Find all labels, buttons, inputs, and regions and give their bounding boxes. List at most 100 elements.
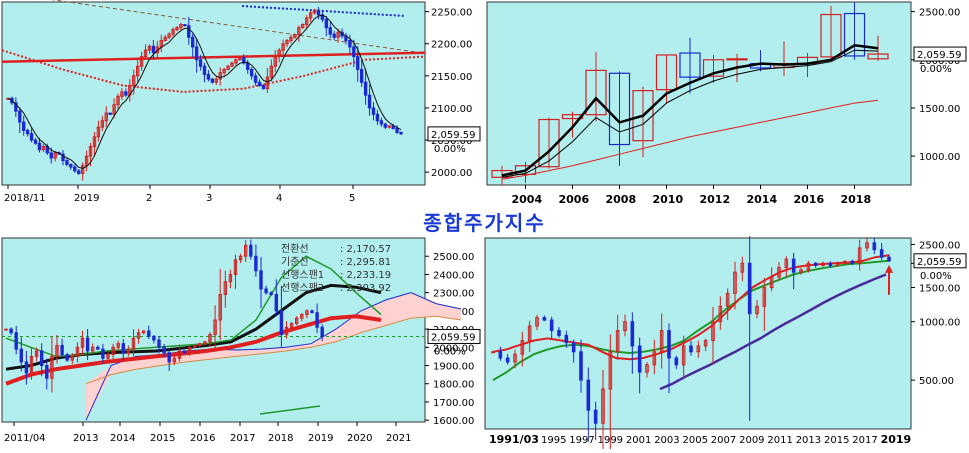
candle xyxy=(60,344,64,356)
x-tick-label: 2016 xyxy=(190,433,215,444)
candle xyxy=(336,31,340,38)
candle xyxy=(295,317,299,325)
up-arrow-head-icon xyxy=(885,264,893,273)
x-tick-label: 2014 xyxy=(110,433,135,444)
candle xyxy=(100,120,105,128)
x-tick-label: 2006 xyxy=(559,193,590,206)
x-tick-label: 1995 xyxy=(541,435,566,446)
candle xyxy=(143,49,148,58)
candle xyxy=(33,139,38,144)
candle xyxy=(711,321,715,342)
candle xyxy=(136,332,141,339)
x-tick-label: 2015 xyxy=(150,433,175,444)
candle xyxy=(167,33,171,38)
y-tick-label: 1500.00 xyxy=(919,284,960,295)
candle xyxy=(210,78,215,83)
candle xyxy=(367,94,372,109)
candle xyxy=(53,152,57,159)
candle xyxy=(242,57,246,64)
ichimoku-cloud xyxy=(86,292,461,421)
y-tick-label: 500.00 xyxy=(919,376,954,387)
y-tick-label: 1900.00 xyxy=(433,362,474,373)
y-tick-label: 2000.00 xyxy=(433,343,474,354)
candle xyxy=(308,12,313,19)
candle xyxy=(284,326,289,336)
plot-area xyxy=(486,1,912,186)
span1-line xyxy=(85,315,462,385)
candle xyxy=(29,133,34,141)
candle xyxy=(352,46,356,58)
change-label: 0.00% xyxy=(434,346,466,357)
y-tick-label: 1600.00 xyxy=(433,416,474,427)
x-tick-label: 2012 xyxy=(700,193,731,206)
ma-green-line xyxy=(492,259,890,381)
candle xyxy=(806,262,811,271)
y-tick-label: 2150.00 xyxy=(431,72,472,83)
yearly-chart: 2500.002000.001500.001000.00200420062008… xyxy=(486,1,967,206)
candle xyxy=(667,330,671,359)
candle xyxy=(324,18,329,29)
y-tick-label: 1700.00 xyxy=(433,398,474,409)
candle xyxy=(37,142,42,151)
candle xyxy=(564,334,569,344)
candle xyxy=(674,357,679,366)
candle xyxy=(139,56,144,67)
candle xyxy=(151,45,156,54)
candle xyxy=(784,258,789,269)
candle xyxy=(61,153,65,162)
candle xyxy=(198,59,203,67)
candle xyxy=(187,346,192,354)
ma-purple-line xyxy=(659,273,887,391)
candle xyxy=(725,292,730,307)
candle xyxy=(206,74,211,80)
candle xyxy=(769,276,774,289)
candle xyxy=(202,65,207,76)
candle xyxy=(304,17,309,25)
current-price-box xyxy=(913,253,967,269)
candle xyxy=(514,165,537,176)
candle xyxy=(244,244,248,257)
candle xyxy=(194,46,199,61)
candle xyxy=(740,262,745,273)
candle xyxy=(867,53,889,60)
candle xyxy=(872,242,877,251)
candle xyxy=(69,163,73,168)
candle xyxy=(379,120,384,125)
candle xyxy=(835,262,840,266)
current-price-label: 2,059.59 xyxy=(431,332,476,343)
candle xyxy=(269,292,273,295)
candle xyxy=(315,312,319,328)
candle xyxy=(198,343,202,346)
candle xyxy=(9,328,13,334)
candle xyxy=(108,112,112,115)
x-tick-label: 2019 xyxy=(74,193,99,204)
current-price-label: 2,059.59 xyxy=(917,50,962,61)
candle xyxy=(535,317,539,327)
legend-value: : 2,233.19 xyxy=(340,270,391,281)
legend-label: 전환선 xyxy=(281,243,309,255)
candle xyxy=(121,343,125,354)
candle xyxy=(22,121,26,131)
candle xyxy=(261,84,266,90)
candle xyxy=(356,56,360,70)
candle xyxy=(19,348,24,363)
candle xyxy=(652,351,657,366)
candle xyxy=(281,43,285,51)
candle xyxy=(363,81,368,96)
candle xyxy=(328,27,332,35)
candle xyxy=(116,95,120,106)
x-tick-label: 2018 xyxy=(268,433,293,444)
x-tick-label: 2018 xyxy=(841,193,872,206)
candle xyxy=(254,255,258,272)
ichimoku-chart: 2500.002400.002300.002200.002100.002000.… xyxy=(1,237,481,444)
candle xyxy=(297,27,301,36)
candle xyxy=(124,91,128,96)
candle xyxy=(316,9,321,16)
candle xyxy=(29,355,34,374)
current-price-label: 2,059.59 xyxy=(431,130,476,141)
y-tick-label: 2050.00 xyxy=(431,136,472,147)
plot-area xyxy=(484,237,912,430)
x-tick-label: 2003 xyxy=(654,435,679,446)
candle xyxy=(289,323,294,328)
candle xyxy=(132,75,136,86)
